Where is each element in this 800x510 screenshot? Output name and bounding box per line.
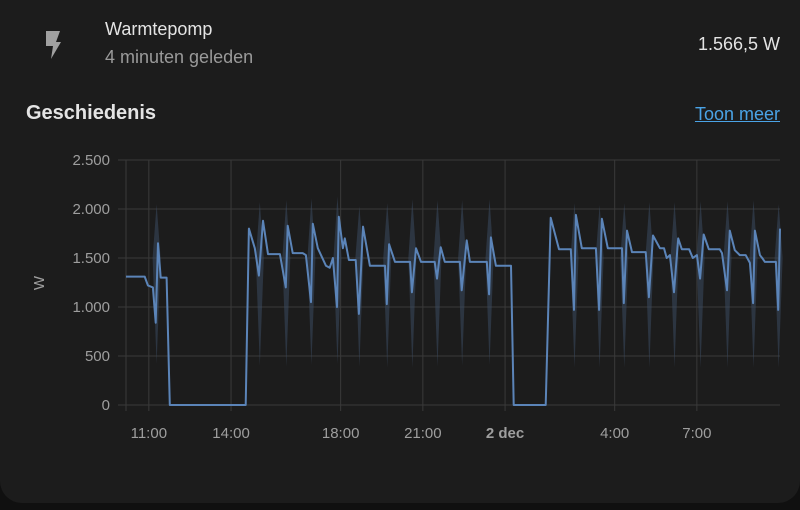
y-tick-label: 1.000 (72, 299, 110, 316)
y-tick-label: 1.500 (72, 250, 110, 267)
x-tick-label: 18:00 (322, 425, 360, 442)
y-tick-label: 500 (85, 348, 110, 365)
y-axis-label: W (31, 275, 48, 290)
show-more-link[interactable]: Toon meer (694, 104, 780, 124)
x-tick-label: 2 dec (486, 425, 524, 442)
min-max-band (696, 201, 705, 368)
last-changed: 4 minuten geleden (105, 47, 254, 67)
entity-state: 1.566,5 W (697, 34, 780, 54)
history-chart[interactable]: 0 500 1.000 1.500 2.000 2.500 W 11:00 14:00 18:00… (0, 140, 800, 450)
y-tick-label: 2.500 (72, 152, 110, 169)
power-line (126, 213, 781, 406)
x-tick-label: 14:00 (212, 425, 250, 442)
x-tick-label: 21:00 (404, 425, 442, 442)
min-max-band (433, 200, 442, 367)
x-tick-label: 11:00 (131, 425, 167, 442)
history-title: Geschiedenis (26, 102, 157, 124)
y-tick-label: 0 (102, 397, 110, 414)
x-tick-label: 7:00 (682, 425, 711, 442)
entity-name: Warmtepomp (105, 19, 213, 39)
x-tick-label: 4:00 (600, 425, 629, 442)
lightning-bolt-icon (40, 28, 70, 60)
y-tick-label: 2.000 (72, 201, 110, 218)
